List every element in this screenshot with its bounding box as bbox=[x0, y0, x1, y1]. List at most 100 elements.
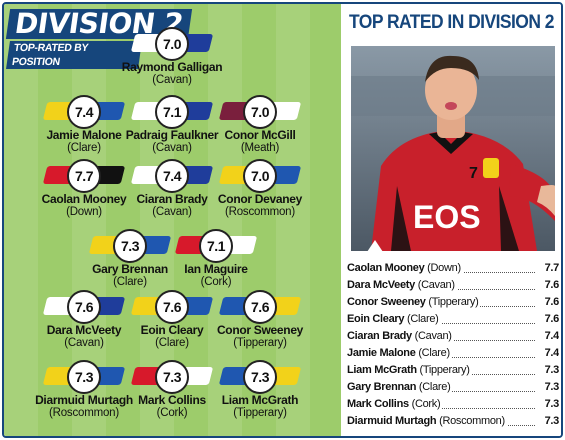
table-row: Caolan Mooney (Down) 7.7 bbox=[347, 260, 559, 277]
player-name: Dara McVeety bbox=[46, 323, 122, 337]
row-rating: 7.6 bbox=[541, 311, 559, 328]
player-card: 7.3 Diarmuid Murtagh (Roscommon) bbox=[19, 360, 149, 420]
row-label: Eoin Cleary (Clare) bbox=[347, 313, 441, 325]
player-rating: 7.6 bbox=[243, 290, 277, 324]
leader-dots bbox=[347, 323, 535, 324]
row-player-name: Liam McGrath bbox=[347, 364, 417, 376]
callout-pointer bbox=[367, 240, 383, 252]
table-row: Jamie Malone (Clare) 7.4 bbox=[347, 345, 559, 362]
row-rating: 7.6 bbox=[541, 277, 559, 294]
table-row: Eoin Cleary (Clare) 7.6 bbox=[347, 311, 559, 328]
player-county: (Cavan) bbox=[64, 337, 104, 349]
player-county: (Cavan) bbox=[152, 206, 192, 218]
row-player-name: Caolan Mooney bbox=[347, 262, 425, 274]
table-row: Conor Sweeney (Tipperary) 7.6 bbox=[347, 294, 559, 311]
player-card: 7.1 Ian Maguire (Cork) bbox=[151, 229, 281, 289]
row-rating: 7.4 bbox=[541, 345, 559, 362]
player-rating: 7.3 bbox=[113, 229, 147, 263]
row-player-county: (Cavan) bbox=[417, 279, 455, 291]
row-player-name: Eoin Cleary bbox=[347, 313, 405, 325]
player-card: 7.6 Eoin Cleary (Clare) bbox=[107, 290, 237, 350]
row-rating: 7.4 bbox=[541, 328, 559, 345]
player-county: (Cavan) bbox=[152, 142, 192, 154]
pitch: DIVISION 2 TOP-RATED BY POSITION 7.0 Raym… bbox=[4, 4, 341, 436]
pitch-stripe bbox=[208, 4, 242, 436]
row-label: Gary Brennan (Clare) bbox=[347, 381, 453, 393]
player-name: Conor McGill bbox=[224, 128, 296, 142]
row-player-county: (Down) bbox=[427, 262, 461, 274]
player-county: (Roscommon) bbox=[48, 407, 119, 419]
player-name: Conor Sweeney bbox=[216, 323, 304, 337]
player-rating: 7.0 bbox=[155, 27, 189, 61]
player-rating: 7.3 bbox=[243, 360, 277, 394]
player-photo: 7 EOS bbox=[351, 46, 555, 251]
player-county: (Tipperary) bbox=[233, 337, 287, 349]
player-rating: 7.3 bbox=[155, 360, 189, 394]
table-row: Liam McGrath (Tipperary) 7.3 bbox=[347, 362, 559, 379]
row-rating: 7.3 bbox=[541, 362, 559, 379]
player-name: Eoin Cleary bbox=[140, 323, 204, 337]
player-card: 7.6 Dara McVeety (Cavan) bbox=[19, 290, 149, 350]
player-name: Padraig Faulkner bbox=[125, 128, 219, 142]
player-name: Ian Maguire bbox=[184, 262, 248, 276]
player-county: (Cavan) bbox=[152, 74, 192, 86]
player-rating: 7.7 bbox=[67, 159, 101, 193]
player-card: 7.4 Jamie Malone (Clare) bbox=[19, 95, 149, 155]
row-label: Ciaran Brady (Cavan) bbox=[347, 330, 454, 342]
player-rating: 7.6 bbox=[155, 290, 189, 324]
row-player-county: (Tipperary) bbox=[419, 364, 470, 376]
pitch-stripe bbox=[4, 4, 38, 436]
player-card: 7.3 Liam McGrath (Tipperary) bbox=[195, 360, 325, 420]
player-name: Diarmuid Murtagh bbox=[35, 393, 133, 407]
row-player-county: (Cork) bbox=[411, 398, 441, 410]
player-rating: 7.1 bbox=[199, 229, 233, 263]
player-photo-illustration: 7 EOS bbox=[351, 46, 555, 251]
player-county: (Down) bbox=[66, 206, 102, 218]
player-rating: 7.6 bbox=[67, 290, 101, 324]
player-name: Raymond Galligan bbox=[121, 60, 223, 74]
player-name: Mark Collins bbox=[138, 393, 206, 407]
player-county: (Cork) bbox=[156, 407, 188, 419]
row-rating: 7.7 bbox=[541, 260, 559, 277]
row-player-name: Diarmuid Murtagh bbox=[347, 415, 437, 427]
player-county: (Cork) bbox=[200, 276, 232, 288]
player-name: Jamie Malone bbox=[46, 128, 122, 142]
player-name: Conor Devaney bbox=[217, 192, 303, 206]
player-card: 7.7 Caolan Mooney (Down) bbox=[19, 159, 149, 219]
player-county: (Clare) bbox=[67, 142, 101, 154]
row-player-name: Mark Collins bbox=[347, 398, 409, 410]
row-player-name: Dara McVeety bbox=[347, 279, 415, 291]
svg-text:EOS: EOS bbox=[413, 199, 481, 235]
player-name: Liam McGrath bbox=[221, 393, 299, 407]
row-rating: 7.3 bbox=[541, 379, 559, 396]
pitch-stripe bbox=[276, 4, 310, 436]
row-label: Diarmuid Murtagh (Roscommon) bbox=[347, 415, 507, 427]
row-rating: 7.3 bbox=[541, 413, 559, 430]
row-player-name: Conor Sweeney bbox=[347, 296, 426, 308]
row-player-county: (Clare) bbox=[407, 313, 439, 325]
player-card: 7.0 Conor Devaney (Roscommon) bbox=[195, 159, 325, 219]
player-card: 7.3 Mark Collins (Cork) bbox=[107, 360, 237, 420]
table-row: Gary Brennan (Clare) 7.3 bbox=[347, 379, 559, 396]
player-rating: 7.4 bbox=[155, 159, 189, 193]
table-row: Diarmuid Murtagh (Roscommon) 7.3 bbox=[347, 413, 559, 430]
top-rated-table: Caolan Mooney (Down) 7.7 Dara McVeety (Cav… bbox=[347, 260, 559, 430]
player-county: (Clare) bbox=[155, 337, 189, 349]
player-name: Gary Brennan bbox=[92, 262, 168, 276]
player-county: (Roscommon) bbox=[224, 206, 295, 218]
player-card: 7.3 Gary Brennan (Clare) bbox=[65, 229, 195, 289]
row-player-county: (Cavan) bbox=[414, 330, 452, 342]
row-label: Dara McVeety (Cavan) bbox=[347, 279, 457, 291]
player-rating: 7.0 bbox=[243, 95, 277, 129]
row-player-name: Gary Brennan bbox=[347, 381, 417, 393]
table-row: Ciaran Brady (Cavan) 7.4 bbox=[347, 328, 559, 345]
player-rating: 7.3 bbox=[67, 360, 101, 394]
row-label: Conor Sweeney (Tipperary) bbox=[347, 296, 481, 308]
player-card: 7.0 Raymond Galligan (Cavan) bbox=[107, 27, 237, 87]
player-card: 7.4 Ciaran Brady (Cavan) bbox=[107, 159, 237, 219]
player-county: (Tipperary) bbox=[233, 407, 287, 419]
player-card: 7.0 Conor McGill (Meath) bbox=[195, 95, 325, 155]
row-player-county: (Tipperary) bbox=[428, 296, 479, 308]
row-label: Caolan Mooney (Down) bbox=[347, 262, 463, 274]
